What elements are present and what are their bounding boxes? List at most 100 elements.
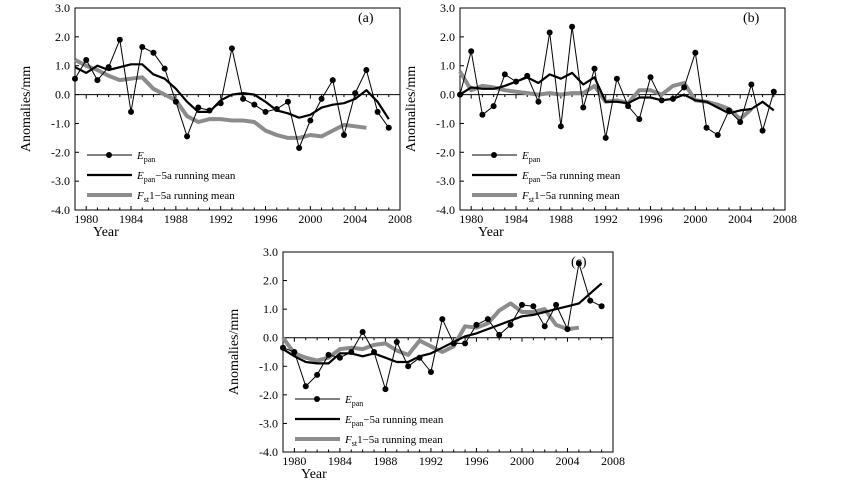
y-axis-label: Anomalies/mm [404,66,419,152]
data-point-epan [416,354,423,361]
x-tick-label: 1996 [464,454,488,468]
y-tick-label: -1.0 [51,116,70,130]
x-tick-label: 2008 [388,212,412,226]
data-point-epan [575,260,582,267]
x-tick-label: 1996 [639,212,663,226]
legend-label: Epan−5a running mean [344,414,444,428]
panel-b: 3.0 2.0 1.0 0.0 -1.0 -2.0 -3.0 -4.0 1980 1984 1988… [404,1,797,240]
x-tick-label: 1992 [594,212,618,226]
x-tick-label: 1984 [328,454,352,468]
x-tick-label: 1980 [74,212,98,226]
data-point-epan [161,65,168,72]
x-tick-label: 1984 [119,212,143,226]
data-point-epan [468,48,475,55]
data-point-epan [195,104,202,111]
legend-label: Epan−5a running mean [521,170,621,184]
legend-label: Epan [344,394,363,408]
data-point-epan [116,36,123,43]
y-tick-label: -4.0 [436,203,455,217]
data-point-epan [439,316,446,323]
legend-label: Epan [521,150,540,164]
x-tick-label: 1992 [419,454,443,468]
y-tick-label: 2.0 [263,274,278,288]
data-point-epan [393,339,400,345]
data-point-epan [359,329,366,335]
x-tick-label: 1988 [373,454,397,468]
y-tick-label: 0.0 [263,331,278,345]
x-tick-label: 2000 [510,454,534,468]
x-axis-label: Year [93,225,119,240]
data-point-epan [714,131,721,138]
y-tick-label: -3.0 [51,174,70,188]
panel-a: 3.0 2.0 1.0 0.0 -1.0 -2.0 -3.0 -4.0 1980 1984 1988… [19,1,412,240]
series-line-fst-running-mean [281,301,580,363]
y-axis-label: Anomalies/mm [19,66,34,152]
x-tick-label: 2000 [298,212,322,226]
y-tick-label: 1.0 [440,59,455,73]
data-point-epan [72,75,78,82]
plot-frame [74,7,401,211]
y-tick-label: -2.0 [51,145,70,159]
data-point-epan [496,331,503,338]
y-tick-label: 0.0 [440,88,455,102]
data-point-epan [725,107,732,114]
data-point-epan [291,349,298,355]
data-point-epan [535,98,542,105]
data-point-epan [83,56,90,63]
data-point-epan [228,45,235,52]
legend-marker [314,396,320,402]
plot-frame [282,251,614,453]
data-point-epan [518,301,525,308]
data-point-epan [105,64,112,71]
data-point-epan [371,349,378,355]
y-tick-label: 1.0 [55,59,70,73]
data-point-epan [703,124,710,131]
data-point-epan [490,103,497,110]
y-tick-label: -4.0 [51,203,70,217]
y-tick-label: 2.0 [55,30,70,44]
y-tick-label: 0.0 [55,88,70,102]
series-line-epan [282,262,602,390]
x-tick-label: 1992 [209,212,233,226]
data-point-epan [457,91,463,98]
legend-marker [106,152,112,158]
data-point-epan [484,316,491,323]
data-point-epan [479,111,486,118]
data-point-epan [647,74,654,81]
data-point-epan [280,344,286,351]
x-tick-label: 1988 [549,212,573,226]
y-tick-label: 2.0 [440,30,455,44]
data-point-epan [530,303,537,310]
y-tick-label: -4.0 [259,445,278,459]
y-tick-label: -3.0 [436,174,455,188]
data-point-epan [598,303,605,310]
data-point-epan [473,321,480,328]
data-point-epan [587,297,594,304]
y-tick-label: 3.0 [440,1,455,15]
data-point-epan [557,123,564,130]
x-tick-label: 2000 [683,212,707,226]
y-tick-label: -3.0 [259,416,278,430]
y-tick-label: -1.0 [259,359,278,373]
data-point-epan [240,95,247,102]
x-tick-label: 2008 [601,454,625,468]
series-line-epan-running-mean [459,71,775,115]
panel-c: 3.0 2.0 1.0 0.0 -1.0 -2.0 -3.0 -4.0 1980 1984 1988… [227,245,625,482]
data-point-epan [374,108,381,115]
data-point-epan [363,67,370,74]
data-point-epan [382,386,389,393]
y-tick-label: -2.0 [259,388,278,402]
data-point-epan [524,72,531,79]
data-point-epan [564,326,571,333]
data-point-epan [681,84,688,91]
data-point-epan [348,349,355,355]
data-point-epan [336,354,343,361]
y-tick-label: -2.0 [436,145,455,159]
x-tick-label: 1996 [254,212,278,226]
data-point-epan [427,369,434,375]
x-tick-label: 2008 [773,212,797,226]
y-axis-label: Anomalies/mm [227,309,242,395]
data-point-epan [128,108,135,115]
data-point-epan [501,71,508,78]
